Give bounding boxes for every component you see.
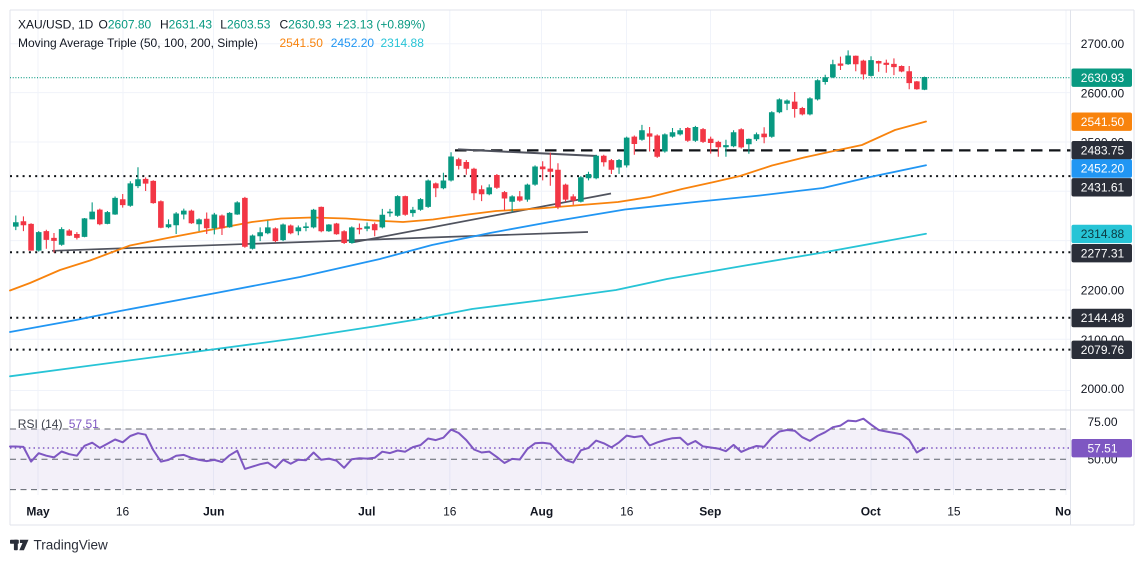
svg-text:2079.76: 2079.76 (1081, 343, 1125, 357)
svg-text:Aug: Aug (530, 505, 553, 519)
svg-text:TradingView: TradingView (34, 538, 109, 553)
svg-text:2431.61: 2431.61 (1081, 181, 1125, 195)
svg-text:2452.20: 2452.20 (1081, 162, 1125, 176)
svg-text:Moving Average Triple (50, 100: Moving Average Triple (50, 100, 200, Sim… (18, 36, 424, 50)
svg-text:2277.31: 2277.31 (1081, 246, 1125, 260)
svg-text:2630.93: 2630.93 (1081, 71, 1125, 85)
svg-text:15: 15 (947, 505, 961, 519)
svg-text:Jul: Jul (358, 505, 375, 519)
svg-text:May: May (26, 505, 50, 519)
svg-text:2541.50: 2541.50 (1081, 115, 1125, 129)
svg-text:Jun: Jun (203, 505, 224, 519)
svg-text:Sep: Sep (699, 505, 721, 519)
svg-text:2200.00: 2200.00 (1081, 284, 1125, 298)
svg-text:2144.48: 2144.48 (1081, 311, 1125, 325)
svg-text:RSI (14) 57.51: RSI (14) 57.51 (18, 417, 99, 431)
svg-text:16: 16 (116, 505, 130, 519)
svg-text:16: 16 (443, 505, 457, 519)
svg-text:2000.00: 2000.00 (1081, 382, 1125, 396)
svg-text:Nov: Nov (1055, 505, 1078, 519)
svg-text:Oct: Oct (861, 505, 881, 519)
svg-text:2483.75: 2483.75 (1081, 143, 1125, 157)
svg-text:2314.88: 2314.88 (1081, 227, 1125, 241)
svg-text:57.51: 57.51 (1087, 441, 1117, 455)
svg-text:16: 16 (620, 505, 634, 519)
svg-text:2700.00: 2700.00 (1081, 37, 1125, 51)
svg-text:2600.00: 2600.00 (1081, 86, 1125, 100)
svg-text:75.00: 75.00 (1087, 415, 1117, 429)
